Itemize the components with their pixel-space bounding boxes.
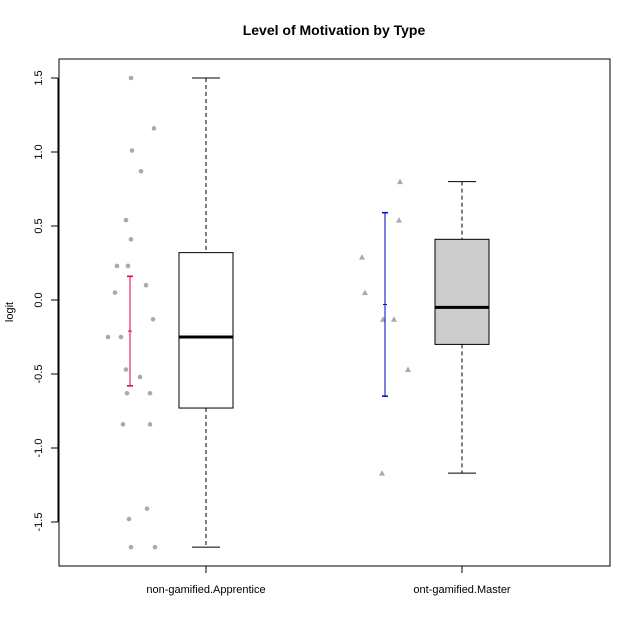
data-point bbox=[143, 282, 149, 288]
data-point bbox=[129, 148, 135, 153]
data-point bbox=[125, 263, 131, 269]
box-layer bbox=[178, 77, 490, 548]
point-layer bbox=[105, 75, 411, 550]
data-point bbox=[124, 390, 130, 396]
data-point bbox=[362, 289, 368, 296]
data-point bbox=[128, 544, 134, 550]
data-point bbox=[123, 367, 129, 372]
y-tick-label: -1.5 bbox=[33, 513, 45, 532]
data-point bbox=[147, 390, 153, 396]
y-tick-label: 1.0 bbox=[33, 144, 45, 159]
y-axis: -1.5 -1.0 -0.5 0.0 0.5 1.0 1.5 bbox=[33, 70, 59, 532]
data-point bbox=[379, 470, 385, 476]
x-tick-label: ont-gamified.Master bbox=[413, 584, 511, 596]
data-point bbox=[151, 126, 157, 131]
y-tick-label: 0.5 bbox=[33, 218, 45, 233]
data-point bbox=[120, 422, 126, 427]
data-point bbox=[118, 334, 124, 340]
data-point bbox=[114, 263, 120, 269]
y-tick-label: 0.0 bbox=[33, 292, 45, 307]
y-tick-label: 1.5 bbox=[33, 70, 45, 85]
data-point bbox=[123, 217, 129, 223]
data-point bbox=[397, 178, 403, 185]
box bbox=[434, 238, 490, 345]
x-axis: non-gamified.Apprentice ont-gamified.Mast… bbox=[146, 565, 511, 596]
data-point bbox=[391, 316, 397, 322]
data-point bbox=[144, 506, 150, 511]
data-point bbox=[112, 290, 118, 295]
y-tick-label: -1.0 bbox=[33, 439, 45, 458]
plot-frame bbox=[58, 58, 611, 567]
data-point bbox=[138, 168, 144, 174]
x-tick-label: non-gamified.Apprentice bbox=[146, 584, 265, 596]
chart-title: Level of Motivation by Type bbox=[243, 22, 426, 38]
data-point bbox=[405, 366, 411, 373]
data-point bbox=[128, 75, 134, 81]
data-point bbox=[137, 374, 143, 380]
y-axis-label: logit bbox=[4, 302, 16, 322]
box bbox=[178, 252, 234, 409]
data-point bbox=[396, 217, 402, 223]
data-point bbox=[152, 544, 158, 550]
errorbar-layer bbox=[127, 211, 388, 397]
data-point bbox=[128, 237, 134, 242]
data-point bbox=[126, 516, 132, 522]
data-point bbox=[359, 254, 365, 260]
y-tick-label: -0.5 bbox=[33, 365, 45, 384]
data-point bbox=[105, 334, 111, 340]
data-point bbox=[147, 422, 153, 427]
data-point bbox=[150, 316, 156, 322]
